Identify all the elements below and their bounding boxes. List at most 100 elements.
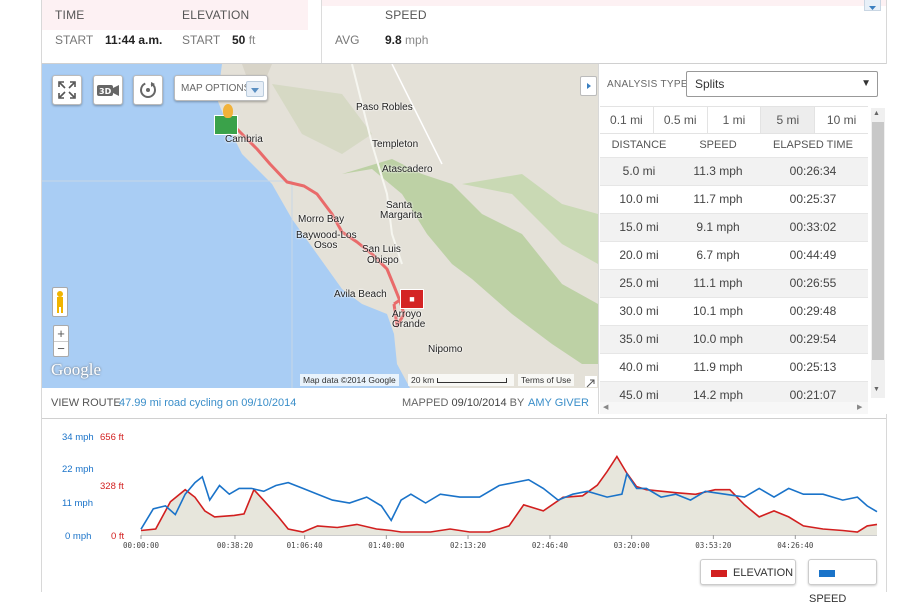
place-label: Templeton [372,139,419,150]
map-options-dropdown[interactable]: MAP OPTIONS [174,75,268,101]
replay-button[interactable] [133,75,163,105]
table-row: 35.0 mi 10.0 mph 00:29:54 [600,325,868,353]
analysis-type-select[interactable]: Splits ▼ [686,71,878,97]
map-terrain [42,64,598,388]
start-elevation-value: 50 ft [232,33,256,47]
elevation-area [141,456,877,535]
tab-10-mi[interactable]: 10 mi [826,113,857,127]
mapped-info: MAPPED 09/10/2014 BY [402,397,525,409]
y-speed-tick: 11 mph [62,498,93,509]
table-row: 10.0 mi 11.7 mph 00:25:37 [600,185,868,213]
split-elapsed: 00:29:48 [789,304,837,318]
split-distance: 10.0 mi [619,192,659,206]
panel-toggle-button[interactable] [580,76,597,96]
split-distance: 45.0 mi [619,388,659,402]
caret-down-icon: ▼ [861,78,871,89]
tab-5-mi[interactable]: 5 mi [761,107,816,133]
header-speed[interactable]: SPEED [699,139,737,151]
table-row: 15.0 mi 9.1 mph 00:33:02 [600,213,868,241]
place-label: Atascadero [382,164,433,175]
place-label: Morro Bay [298,214,345,225]
summary-divider [321,0,322,63]
legend-elevation-label: ELEVATION [733,567,794,579]
split-speed: 10.1 mph [692,304,744,318]
tab-1-mi[interactable]: 1 mi [708,107,762,133]
start-elevation-sublabel: START [182,33,221,47]
place-label: Osos [314,240,338,251]
analysis-type-label: ANALYSIS TYPE: [607,79,691,90]
place-label: Margarita [380,210,423,221]
zoom-out-icon[interactable]: − [57,341,65,356]
split-distance: 20.0 mi [619,248,659,262]
start-flag-icon[interactable] [214,115,238,135]
legend-speed-label: SPEED [809,593,847,605]
split-speed: 14.2 mph [692,388,744,402]
splits-scroll-thumb[interactable] [872,122,884,360]
google-logo: Google [51,360,102,379]
scroll-left-icon[interactable]: ◀ [603,404,609,411]
scroll-down-icon[interactable]: ▼ [873,386,880,393]
split-distance: 15.0 mi [619,220,659,234]
zoom-control[interactable]: + − [53,325,69,357]
split-speed: 6.7 mph [696,248,740,262]
place-label: San Luis [362,244,401,255]
start-time-value: 11:44 a.m. [105,33,163,47]
place-label: Cambria [225,134,263,145]
splits-table-body: 5.0 mi 11.3 mph 00:26:34 10.0 mi 11.7 mph 00:… [600,157,868,409]
terms-link[interactable]: Terms of Use [518,374,575,386]
expand-icon [58,81,76,99]
tab-0-5-mi[interactable]: 0.5 mi [654,107,708,133]
elevation-speed-chart[interactable]: 00:00:00 00:38:20 01:06:40 01:40:00 02:13:20… [0,420,913,560]
speed-series-line [140,471,878,530]
split-interval-tabs: 0.1 mi 0.5 mi 1 mi 5 mi 10 mi [600,106,868,134]
place-label: Grande [392,319,426,330]
start-time-sublabel: START [55,33,94,47]
scroll-up-icon[interactable]: ▲ [873,110,880,117]
split-elapsed: 00:25:37 [789,192,837,206]
split-distance: 40.0 mi [619,360,659,374]
y-elev-tick: 328 ft [100,481,124,492]
split-elapsed: 00:33:02 [789,220,837,234]
header-elapsed-time[interactable]: ELAPSED TIME [773,139,853,151]
collapse-toggle[interactable] [864,0,881,11]
time-label: TIME [55,8,85,22]
analysis-type-value: Splits [695,77,725,91]
3d-camera-icon: 3D [97,85,119,96]
x-tick-label: 03:20:00 [614,541,651,550]
fullscreen-button[interactable] [52,75,82,105]
table-row: 25.0 mi 11.1 mph 00:26:55 [600,269,868,297]
y-speed-tick: 0 mph [65,531,92,542]
tab-0-1-mi[interactable]: 0.1 mi [600,107,654,133]
y-elev-tick: 0 ft [111,531,125,542]
x-tick-label: 00:38:20 [217,541,254,550]
finish-flag-icon[interactable]: ■ [400,289,424,309]
split-speed: 11.3 mph [693,164,743,178]
3d-button[interactable]: 3D [93,75,123,105]
author-link[interactable]: AMY GIVER [528,397,589,409]
route-map[interactable]: ■ Paso Robles Cambria Templeton Atascade… [42,64,598,388]
route-title-link[interactable]: 47.99 mi road cycling on 09/10/2014 [119,397,297,409]
street-view-pegman[interactable] [52,287,68,317]
splits-horizontal-scrollbar[interactable] [600,402,868,414]
split-elapsed: 00:29:54 [789,332,837,346]
place-label: Baywood-Los [296,230,357,241]
splits-table-header: DISTANCE SPEED ELAPSED TIME [600,134,868,156]
zoom-in-icon[interactable]: + [54,326,68,342]
map-attribution: Map data ©2014 Google [300,374,399,386]
chevron-right-icon [587,83,591,89]
header-distance[interactable]: DISTANCE [611,139,667,151]
avg-speed-value: 9.8 mph [385,33,429,47]
elevation-label: ELEVATION [182,8,250,22]
split-elapsed: 00:44:49 [789,248,837,262]
frame-left-border [41,0,42,592]
chevron-down-icon [869,6,876,10]
replay-icon [140,82,156,98]
scroll-right-icon[interactable]: ▶ [857,404,863,411]
split-distance: 25.0 mi [619,276,659,290]
legend-speed-button[interactable]: SPEED [808,559,877,605]
legend-elevation-button[interactable]: ELEVATION [700,559,796,585]
avg-speed-sublabel: AVG [335,33,360,47]
split-elapsed: 00:25:13 [789,360,837,374]
split-speed: 9.1 mph [696,220,740,234]
place-label: Nipomo [428,344,463,355]
